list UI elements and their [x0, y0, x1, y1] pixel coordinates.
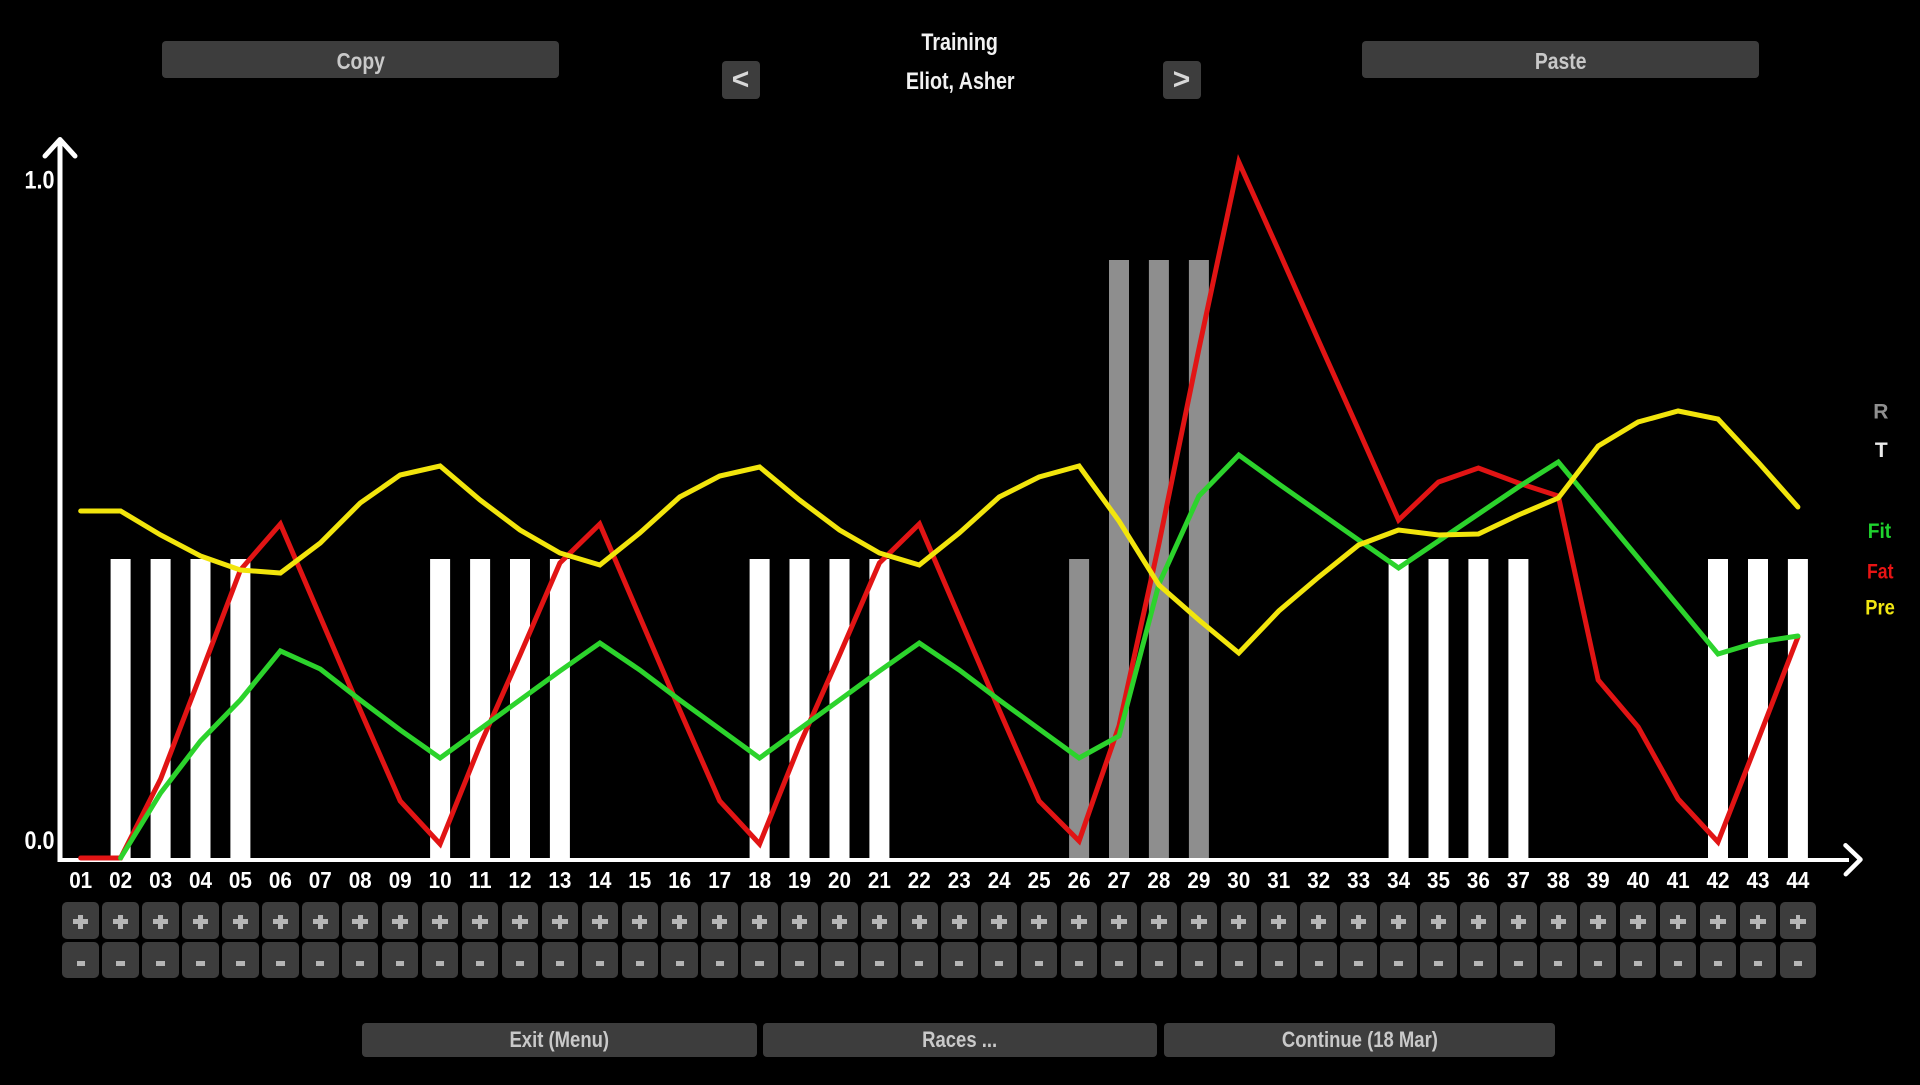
svg-text:24: 24 [988, 867, 1011, 893]
svg-text:16: 16 [668, 867, 691, 893]
svg-text:36: 36 [1467, 867, 1490, 893]
svg-text:28: 28 [1147, 867, 1170, 893]
svg-text:0.0: 0.0 [25, 827, 55, 855]
svg-text:Pre: Pre [1865, 597, 1895, 620]
svg-text:20: 20 [828, 867, 851, 893]
svg-text:10: 10 [429, 867, 452, 893]
svg-text:1.0: 1.0 [25, 167, 55, 195]
svg-text:29: 29 [1187, 867, 1210, 893]
svg-text:35: 35 [1427, 867, 1450, 893]
svg-text:30: 30 [1227, 867, 1250, 893]
svg-text:19: 19 [788, 867, 811, 893]
svg-text:05: 05 [229, 867, 252, 893]
svg-text:01: 01 [69, 867, 92, 893]
svg-text:31: 31 [1267, 867, 1290, 893]
svg-text:Fat: Fat [1867, 560, 1894, 583]
svg-text:40: 40 [1627, 867, 1650, 893]
svg-text:26: 26 [1068, 867, 1091, 893]
svg-text:07: 07 [309, 867, 332, 893]
svg-text:17: 17 [708, 867, 731, 893]
svg-text:23: 23 [948, 867, 971, 893]
svg-text:22: 22 [908, 867, 931, 893]
svg-text:R: R [1873, 401, 1888, 424]
svg-text:18: 18 [748, 867, 771, 893]
svg-text:34: 34 [1387, 867, 1410, 893]
svg-text:38: 38 [1547, 867, 1570, 893]
svg-text:27: 27 [1108, 867, 1131, 893]
svg-text:08: 08 [349, 867, 372, 893]
svg-text:21: 21 [868, 867, 891, 893]
svg-text:09: 09 [389, 867, 412, 893]
svg-text:37: 37 [1507, 867, 1530, 893]
svg-text:42: 42 [1707, 867, 1730, 893]
svg-text:41: 41 [1667, 867, 1690, 893]
svg-text:13: 13 [548, 867, 571, 893]
svg-text:43: 43 [1747, 867, 1770, 893]
svg-text:15: 15 [628, 867, 651, 893]
svg-text:39: 39 [1587, 867, 1610, 893]
svg-text:03: 03 [149, 867, 172, 893]
svg-text:44: 44 [1786, 867, 1809, 893]
svg-text:25: 25 [1028, 867, 1051, 893]
svg-text:14: 14 [588, 867, 611, 893]
svg-text:T: T [1875, 439, 1888, 462]
svg-text:12: 12 [509, 867, 532, 893]
svg-text:33: 33 [1347, 867, 1370, 893]
svg-text:32: 32 [1307, 867, 1330, 893]
svg-text:04: 04 [189, 867, 212, 893]
svg-text:02: 02 [109, 867, 132, 893]
svg-text:11: 11 [469, 867, 492, 893]
svg-text:06: 06 [269, 867, 292, 893]
svg-text:Fit: Fit [1868, 520, 1892, 543]
